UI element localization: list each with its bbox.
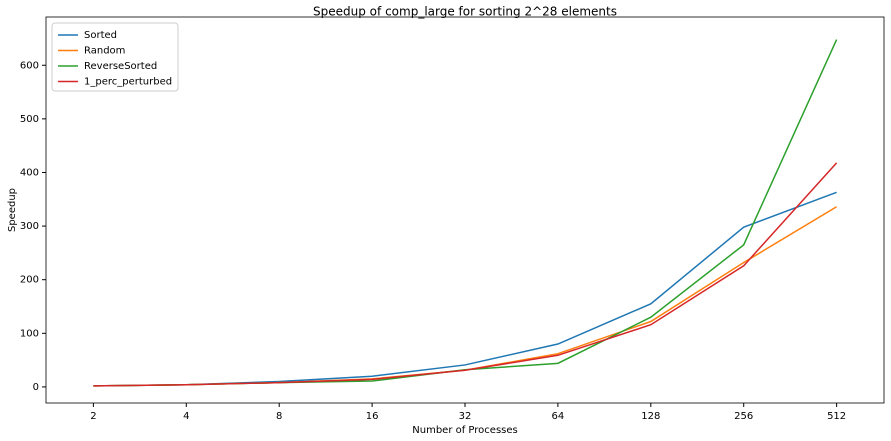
line-series (93, 206, 837, 387)
y-tick-label: 0 (33, 382, 39, 393)
y-tick-label: 500 (20, 114, 39, 125)
x-tick-label: 8 (276, 411, 282, 422)
x-axis-label: Number of Processes (412, 425, 517, 436)
y-tick-label: 200 (20, 275, 39, 286)
y-tick-label: 600 (20, 60, 39, 71)
plot-frame (45, 16, 885, 404)
x-tick-label: 128 (641, 411, 660, 422)
legend-label: Sorted (84, 30, 117, 41)
x-tick-label: 512 (827, 411, 846, 422)
y-axis-label: Speedup (7, 188, 18, 232)
x-tick-label: 32 (459, 411, 472, 422)
legend-box (51, 22, 179, 92)
legend-label: Random (84, 46, 125, 57)
legend-label: 1_perc_perturbed (84, 77, 172, 88)
line-series (93, 191, 837, 387)
x-tick-label: 64 (552, 411, 565, 422)
x-tick-label: 256 (734, 411, 753, 422)
line-series (93, 39, 838, 387)
line-series (93, 162, 838, 387)
x-tick-label: 4 (183, 411, 189, 422)
legend-label: ReverseSorted (84, 61, 157, 72)
x-tick-label: 2 (90, 411, 96, 422)
y-tick-label: 300 (20, 221, 39, 232)
x-tick-label: 16 (366, 411, 379, 422)
y-tick-label: 100 (20, 328, 39, 339)
y-tick-label: 400 (20, 167, 39, 178)
chart-title: Speedup of comp_large for sorting 2^28 e… (313, 5, 617, 19)
